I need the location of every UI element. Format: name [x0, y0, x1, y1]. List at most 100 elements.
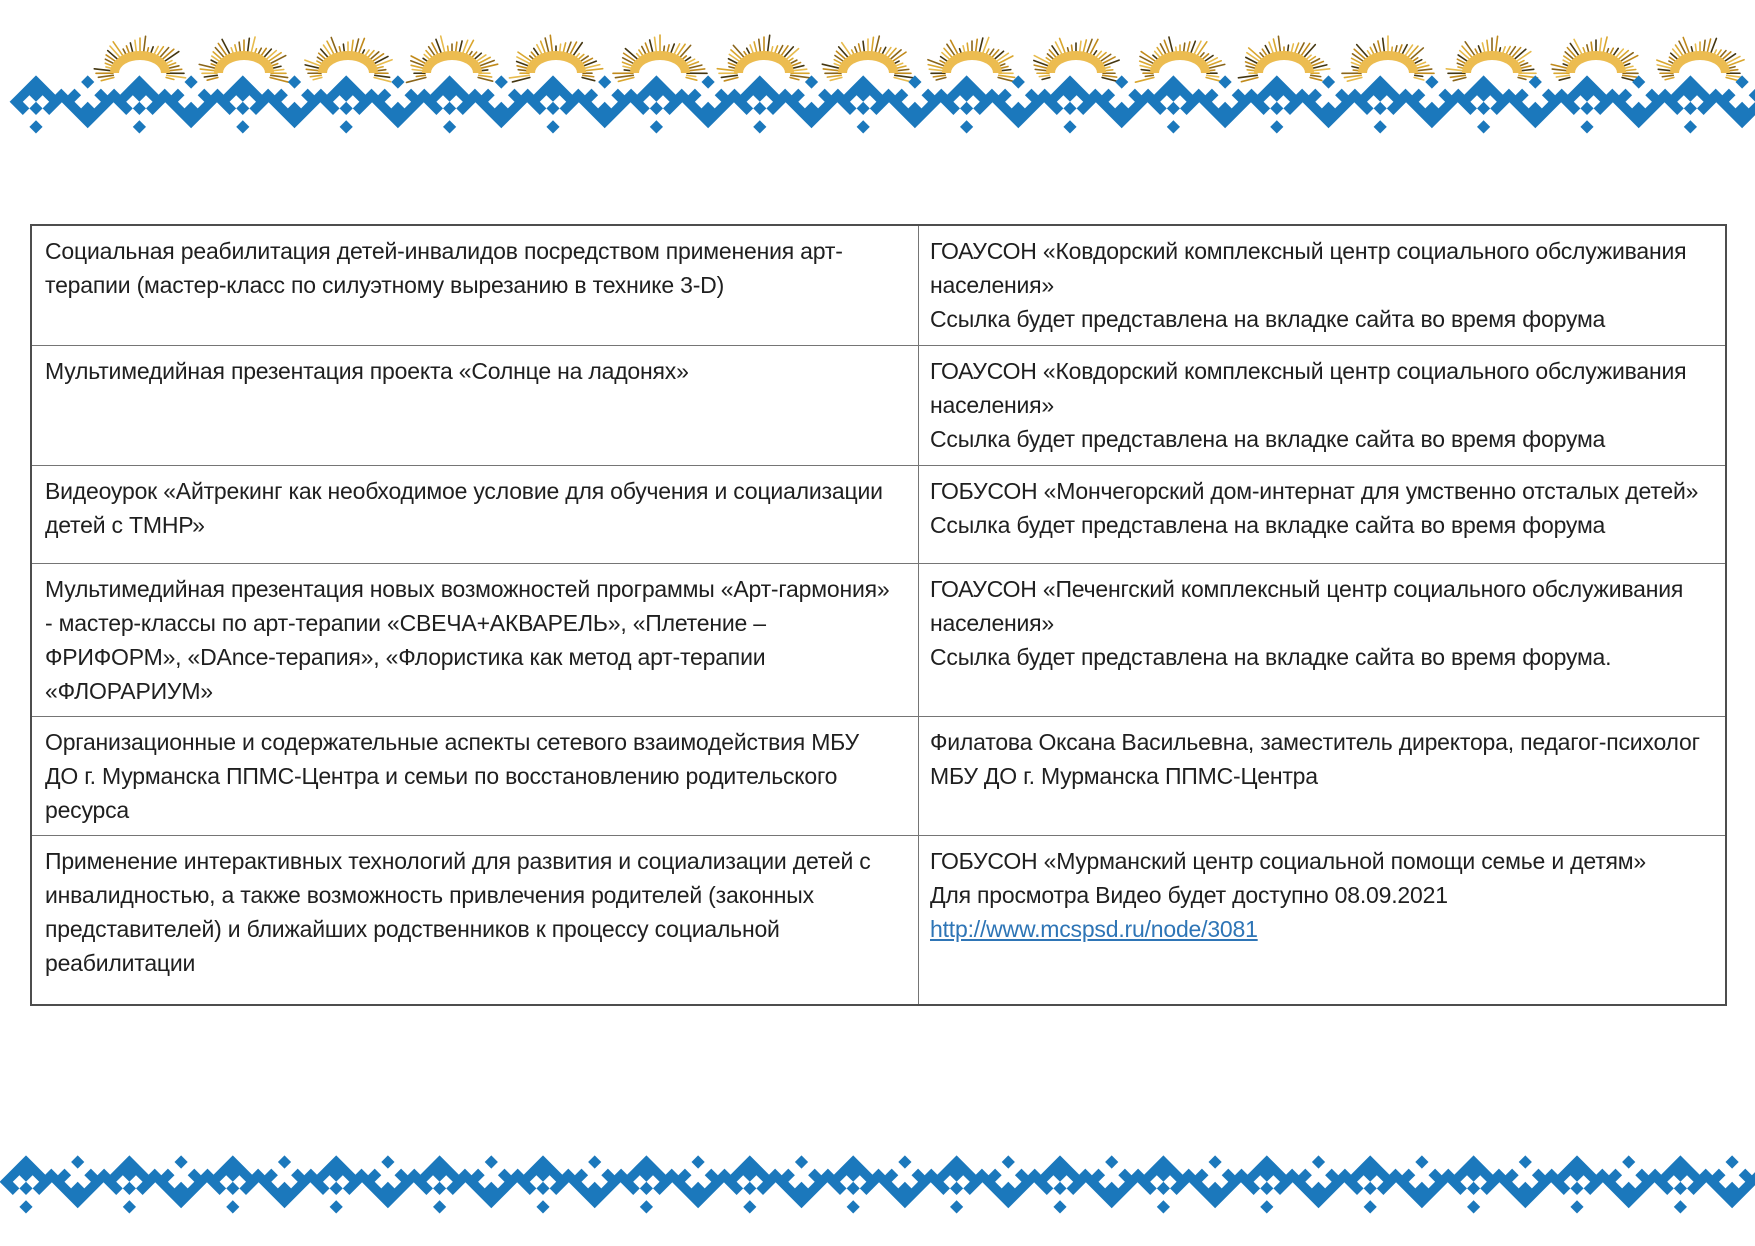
gold-spike-icon: [642, 46, 648, 57]
gold-spike-icon: [1706, 39, 1710, 56]
gold-spike-icon: [339, 47, 341, 56]
note-text: Ссылка будет представлена на вкладке сай…: [930, 302, 1713, 336]
gold-spike-icon: [541, 41, 547, 56]
organization-text: Филатова Оксана Васильевна, заместитель …: [930, 725, 1713, 793]
gold-spike-icon: [1391, 47, 1392, 55]
gold-spike-icon: [881, 47, 886, 57]
arrow-motif-icon: [1137, 1155, 1190, 1213]
crown-motif-icon: [148, 1155, 214, 1208]
gold-spike-icon: [164, 61, 172, 65]
gold-spike-icon: [944, 48, 954, 59]
gold-spike-icon: [1519, 69, 1534, 71]
gold-spike-icon: [747, 48, 752, 57]
gold-spike-icon: [1344, 75, 1361, 77]
gold-spike-icon: [618, 77, 633, 81]
gold-spike-icon: [1726, 77, 1742, 81]
gold-spike-icon: [1241, 77, 1257, 81]
gold-spike-icon: [1262, 49, 1268, 58]
gold-spike-icon: [218, 43, 228, 58]
gold-spike-icon: [1304, 55, 1311, 61]
gold-spike-icon: [317, 61, 324, 65]
arrow-motif-icon: [723, 1155, 776, 1213]
gold-spike-icon: [317, 57, 325, 63]
gold-spike-icon: [1034, 60, 1051, 66]
gold-spike-icon: [1311, 75, 1321, 76]
gold-spike-icon: [474, 55, 486, 63]
crown-motif-icon: [1502, 75, 1568, 128]
gold-spike-icon: [207, 77, 218, 80]
arrow-motif-icon: [0, 1155, 52, 1213]
arrow-motif-icon: [940, 75, 993, 133]
gold-spike-icon: [1260, 53, 1266, 60]
gold-spike-icon: [423, 58, 430, 63]
gold-spike-icon: [835, 56, 846, 63]
gold-spike-icon: [1049, 50, 1058, 60]
organization-text: ГОАУСОН «Ковдорский комплексный центр со…: [930, 354, 1713, 422]
details-cell: ГОАУСОН «Печенгский комплексный центр со…: [919, 563, 1727, 716]
gold-spike-icon: [874, 36, 879, 55]
gold-arc-icon: [214, 51, 274, 73]
gold-spike-icon: [1238, 75, 1257, 77]
organization-text: ГОАУСОН «Печенгский комплексный центр со…: [930, 572, 1713, 640]
gold-spike-icon: [1309, 61, 1323, 66]
arrow-motif-icon: [1561, 75, 1614, 133]
gold-spike-icon: [1195, 42, 1206, 58]
gold-spike-icon: [239, 42, 241, 55]
gold-spike-icon: [1412, 60, 1422, 65]
gold-spike-icon: [1141, 70, 1153, 71]
gold-spike-icon: [1140, 61, 1155, 67]
gold-spike-icon: [1145, 75, 1153, 76]
gold-spike-icon: [717, 69, 737, 71]
gold-spike-icon: [1135, 77, 1153, 82]
gold-spike-icon: [1098, 54, 1110, 62]
gold-spike-icon: [1091, 51, 1096, 58]
gold-spike-icon: [266, 53, 281, 63]
gold-spike-icon: [1713, 50, 1717, 57]
gold-spike-icon: [351, 40, 353, 55]
gold-spike-icon: [569, 42, 577, 57]
gold-spike-icon: [1453, 77, 1466, 80]
gold-spike-icon: [975, 39, 977, 55]
gold-spike-icon: [531, 52, 538, 59]
topic-text: Мультимедийная презентация новых возможн…: [45, 572, 892, 708]
gold-spike-icon: [158, 48, 169, 60]
gold-spike-icon: [1623, 70, 1636, 71]
gold-spike-icon: [126, 46, 130, 56]
gold-spike-icon: [1374, 44, 1379, 56]
gold-spike-icon: [1247, 53, 1262, 63]
arrow-motif-icon: [837, 75, 890, 133]
gold-spike-icon: [411, 65, 426, 68]
gold-spike-icon: [929, 69, 945, 71]
crown-motif-icon: [562, 1155, 628, 1208]
gold-spike-icon: [1720, 52, 1731, 61]
gold-spike-icon: [1352, 66, 1362, 68]
gold-spike-icon: [994, 53, 1008, 63]
gold-spike-icon: [1495, 36, 1497, 55]
gold-spike-icon: [231, 48, 234, 56]
gold-spike-icon: [583, 69, 603, 71]
gold-spike-icon: [472, 53, 481, 61]
gold-spike-icon: [1606, 49, 1609, 56]
video-link[interactable]: http://www.mcspsd.ru/node/3081: [930, 916, 1258, 942]
gold-spike-icon: [1446, 69, 1465, 71]
gold-spike-icon: [933, 75, 945, 77]
arrow-motif-icon: [1664, 75, 1717, 133]
gold-spike-icon: [436, 39, 442, 56]
topic-cell: Мультимедийная презентация новых возможн…: [31, 563, 919, 716]
gold-spike-icon: [1458, 55, 1470, 63]
gold-spike-icon: [327, 41, 335, 57]
gold-spike-icon: [1505, 46, 1511, 57]
gold-arc-icon: [110, 51, 170, 73]
gold-spike-icon: [1679, 41, 1687, 57]
gold-arc-icon: [734, 51, 794, 73]
gold-spike-icon: [1414, 65, 1429, 68]
topic-cell: Применение интерактивных технологий для …: [31, 835, 919, 1005]
gold-spike-icon: [1671, 53, 1680, 61]
arrow-motif-icon: [113, 75, 166, 133]
gold-spike-icon: [580, 58, 592, 64]
arrow-motif-icon: [1147, 75, 1200, 133]
gold-spike-icon: [1683, 37, 1690, 56]
gold-spike-icon: [687, 69, 705, 71]
gold-spike-icon: [254, 49, 257, 56]
gold-spike-icon: [534, 48, 541, 58]
